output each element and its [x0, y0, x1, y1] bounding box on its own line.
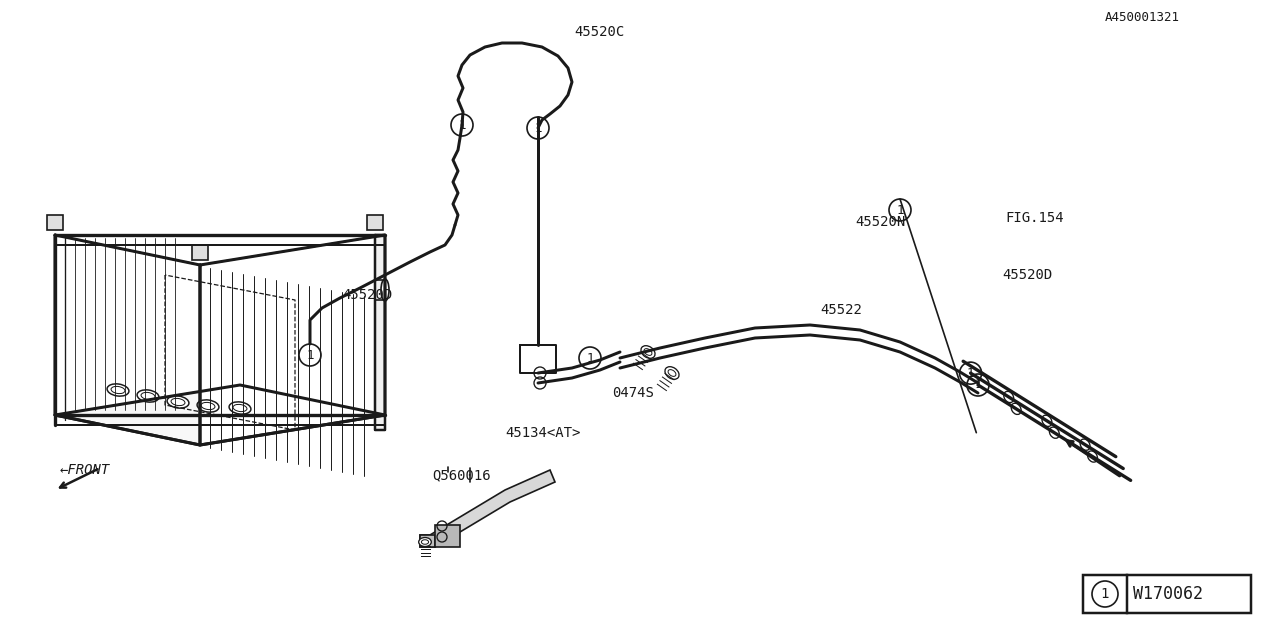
Text: 1: 1 [306, 349, 314, 362]
Polygon shape [55, 385, 385, 445]
Ellipse shape [1088, 451, 1097, 462]
Text: FIG.154: FIG.154 [1005, 211, 1064, 225]
Text: ←FRONT: ←FRONT [60, 463, 110, 477]
Polygon shape [200, 235, 385, 445]
Text: 1: 1 [534, 122, 541, 134]
Ellipse shape [1004, 391, 1014, 403]
Text: 1: 1 [586, 351, 594, 365]
Ellipse shape [168, 396, 189, 408]
Ellipse shape [641, 346, 655, 358]
Text: 1: 1 [974, 378, 982, 392]
Ellipse shape [1050, 427, 1060, 438]
Polygon shape [375, 235, 385, 430]
Ellipse shape [664, 367, 680, 380]
Polygon shape [420, 535, 435, 547]
Polygon shape [47, 215, 63, 230]
Text: 45520D: 45520D [342, 288, 392, 302]
Polygon shape [55, 235, 200, 445]
Ellipse shape [137, 390, 159, 402]
Text: 0474S: 0474S [612, 386, 654, 400]
Ellipse shape [381, 279, 389, 301]
Text: A450001321: A450001321 [1105, 10, 1180, 24]
Ellipse shape [419, 538, 431, 547]
Polygon shape [435, 525, 460, 547]
Polygon shape [192, 245, 209, 260]
Text: W170062: W170062 [1133, 585, 1203, 603]
Bar [1083, 575, 1251, 613]
Text: 1: 1 [966, 367, 974, 380]
Polygon shape [367, 215, 383, 230]
Ellipse shape [1080, 439, 1091, 451]
Text: 1: 1 [896, 204, 904, 216]
Text: 45520C: 45520C [573, 25, 625, 39]
Text: 45520N: 45520N [855, 215, 905, 229]
Text: 1: 1 [458, 118, 466, 131]
Text: 45134<AT>: 45134<AT> [506, 426, 580, 440]
Ellipse shape [229, 402, 251, 414]
Text: 45522: 45522 [820, 303, 861, 317]
Text: 1: 1 [1101, 587, 1110, 601]
Text: 45520D: 45520D [1002, 268, 1052, 282]
Text: Q560016: Q560016 [433, 468, 490, 482]
Ellipse shape [197, 400, 219, 412]
Polygon shape [420, 470, 556, 547]
Ellipse shape [1042, 415, 1052, 426]
Ellipse shape [108, 384, 129, 396]
Ellipse shape [1011, 403, 1021, 415]
